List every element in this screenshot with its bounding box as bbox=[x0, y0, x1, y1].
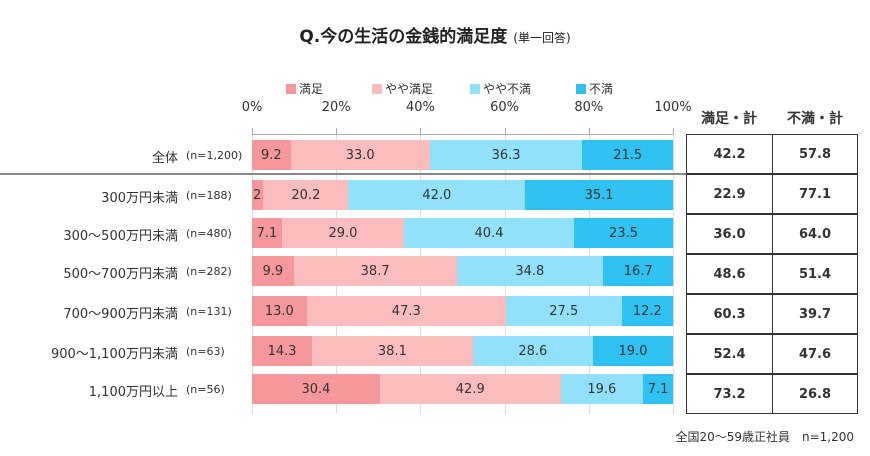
bar-segment: 9.9 bbox=[252, 256, 294, 286]
x-tick-label: 40% bbox=[405, 100, 435, 115]
x-tick-label: 0% bbox=[241, 100, 263, 115]
legend-swatch bbox=[286, 83, 296, 94]
table-cell: 52.4 bbox=[686, 334, 773, 374]
category-label: 全体 bbox=[151, 151, 178, 166]
x-tick-mark bbox=[588, 128, 590, 134]
x-axis-line bbox=[252, 134, 673, 135]
table-cell: 60.3 bbox=[686, 294, 773, 334]
category-label: 1,100万円以上 bbox=[88, 385, 178, 400]
n-label: (n=188) bbox=[186, 189, 232, 202]
category-label: 500～700万円未満 bbox=[63, 267, 178, 282]
legend-item: 不満 bbox=[576, 80, 613, 97]
bar-segment: 7.1 bbox=[643, 374, 673, 404]
x-tick-label: 60% bbox=[490, 100, 520, 115]
bar-segment: 16.7 bbox=[603, 256, 674, 286]
subtitle-text: (単一回答) bbox=[513, 31, 571, 45]
x-tick-label: 80% bbox=[574, 100, 604, 115]
x-tick-label: 100% bbox=[654, 100, 692, 115]
separator-line bbox=[0, 173, 686, 175]
table-cell: 64.0 bbox=[772, 214, 858, 254]
bar-segment: 20.2 bbox=[263, 180, 349, 210]
table-header: 不満・計 bbox=[787, 111, 843, 127]
n-label: (n=282) bbox=[186, 265, 232, 278]
bar-segment: 28.6 bbox=[472, 336, 593, 366]
bar-segment: 14.3 bbox=[252, 336, 313, 366]
footnote: 全国20～59歳正社員 n=1,200 bbox=[675, 430, 854, 444]
table-cell: 36.0 bbox=[686, 214, 773, 254]
bar-segment: 40.4 bbox=[403, 218, 575, 248]
table-cell: 39.7 bbox=[772, 294, 858, 334]
bar-segment: 12.2 bbox=[621, 296, 673, 326]
legend-item: やや不満 bbox=[470, 80, 531, 97]
category-label: 700～900万円未満 bbox=[63, 307, 178, 322]
legend-label: やや不満 bbox=[483, 82, 532, 96]
bar-segment: 29.0 bbox=[281, 218, 404, 248]
n-label: (n=480) bbox=[186, 227, 232, 240]
x-tick-mark bbox=[252, 128, 253, 134]
bar-segment: 38.1 bbox=[312, 336, 473, 366]
gridline bbox=[673, 134, 674, 414]
table-cell: 73.2 bbox=[686, 374, 773, 414]
bar-segment: 2.7 bbox=[252, 180, 274, 210]
x-tick-mark bbox=[420, 128, 422, 134]
table-cell: 57.8 bbox=[772, 134, 858, 174]
bar-segment: 19.0 bbox=[593, 336, 673, 366]
x-tick-mark bbox=[673, 128, 674, 134]
legend-item: 満足 bbox=[286, 80, 323, 97]
category-label: 300～500万円未満 bbox=[63, 229, 178, 244]
n-label: (n=131) bbox=[186, 305, 232, 318]
x-tick-mark bbox=[336, 128, 338, 134]
legend-swatch bbox=[372, 83, 382, 94]
bar-segment: 9.2 bbox=[252, 140, 291, 170]
bar-segment: 47.3 bbox=[306, 296, 506, 326]
bar-segment: 21.5 bbox=[582, 140, 673, 170]
bar-segment: 42.9 bbox=[379, 374, 561, 404]
bar-segment: 23.5 bbox=[574, 218, 673, 248]
bar-segment: 13.0 bbox=[252, 296, 307, 326]
table-cell: 77.1 bbox=[772, 174, 858, 214]
chart-title: Q.今の生活の金銭的満足度 (単一回答) bbox=[0, 22, 870, 47]
table-cell: 26.8 bbox=[772, 374, 858, 414]
legend-label: 満足 bbox=[299, 82, 324, 96]
table-cell: 22.9 bbox=[686, 174, 773, 214]
legend-swatch bbox=[470, 83, 480, 94]
legend-label: 不満 bbox=[589, 82, 614, 96]
legend-item: やや満足 bbox=[372, 80, 433, 97]
table-cell: 42.2 bbox=[686, 134, 773, 174]
bar-segment: 27.5 bbox=[505, 296, 622, 326]
table-header: 満足・計 bbox=[701, 111, 757, 127]
n-label: (n=56) bbox=[186, 383, 225, 396]
title-text: Q.今の生活の金銭的満足度 bbox=[299, 27, 508, 47]
bar-segment: 19.6 bbox=[560, 374, 644, 404]
legend-label: やや満足 bbox=[385, 82, 434, 96]
x-tick-label: 20% bbox=[321, 100, 351, 115]
legend-swatch bbox=[576, 83, 586, 94]
table-cell: 47.6 bbox=[772, 334, 858, 374]
bar-segment: 30.4 bbox=[252, 374, 380, 404]
table-cell: 48.6 bbox=[686, 254, 773, 294]
bar-segment: 38.7 bbox=[293, 256, 457, 286]
category-label: 900～1,100万円未満 bbox=[50, 347, 178, 362]
bar-segment: 36.3 bbox=[429, 140, 583, 170]
bar-segment: 35.1 bbox=[525, 180, 673, 210]
bar-segment: 7.1 bbox=[252, 218, 282, 248]
table-cell: 51.4 bbox=[772, 254, 858, 294]
bar-segment: 33.0 bbox=[290, 140, 430, 170]
bar-segment: 34.8 bbox=[456, 256, 604, 286]
x-tick-mark bbox=[504, 128, 506, 134]
n-label: (n=1,200) bbox=[186, 149, 243, 162]
category-label: 300万円未満 bbox=[101, 191, 178, 206]
n-label: (n=63) bbox=[186, 345, 225, 358]
bar-segment: 42.0 bbox=[348, 180, 526, 210]
